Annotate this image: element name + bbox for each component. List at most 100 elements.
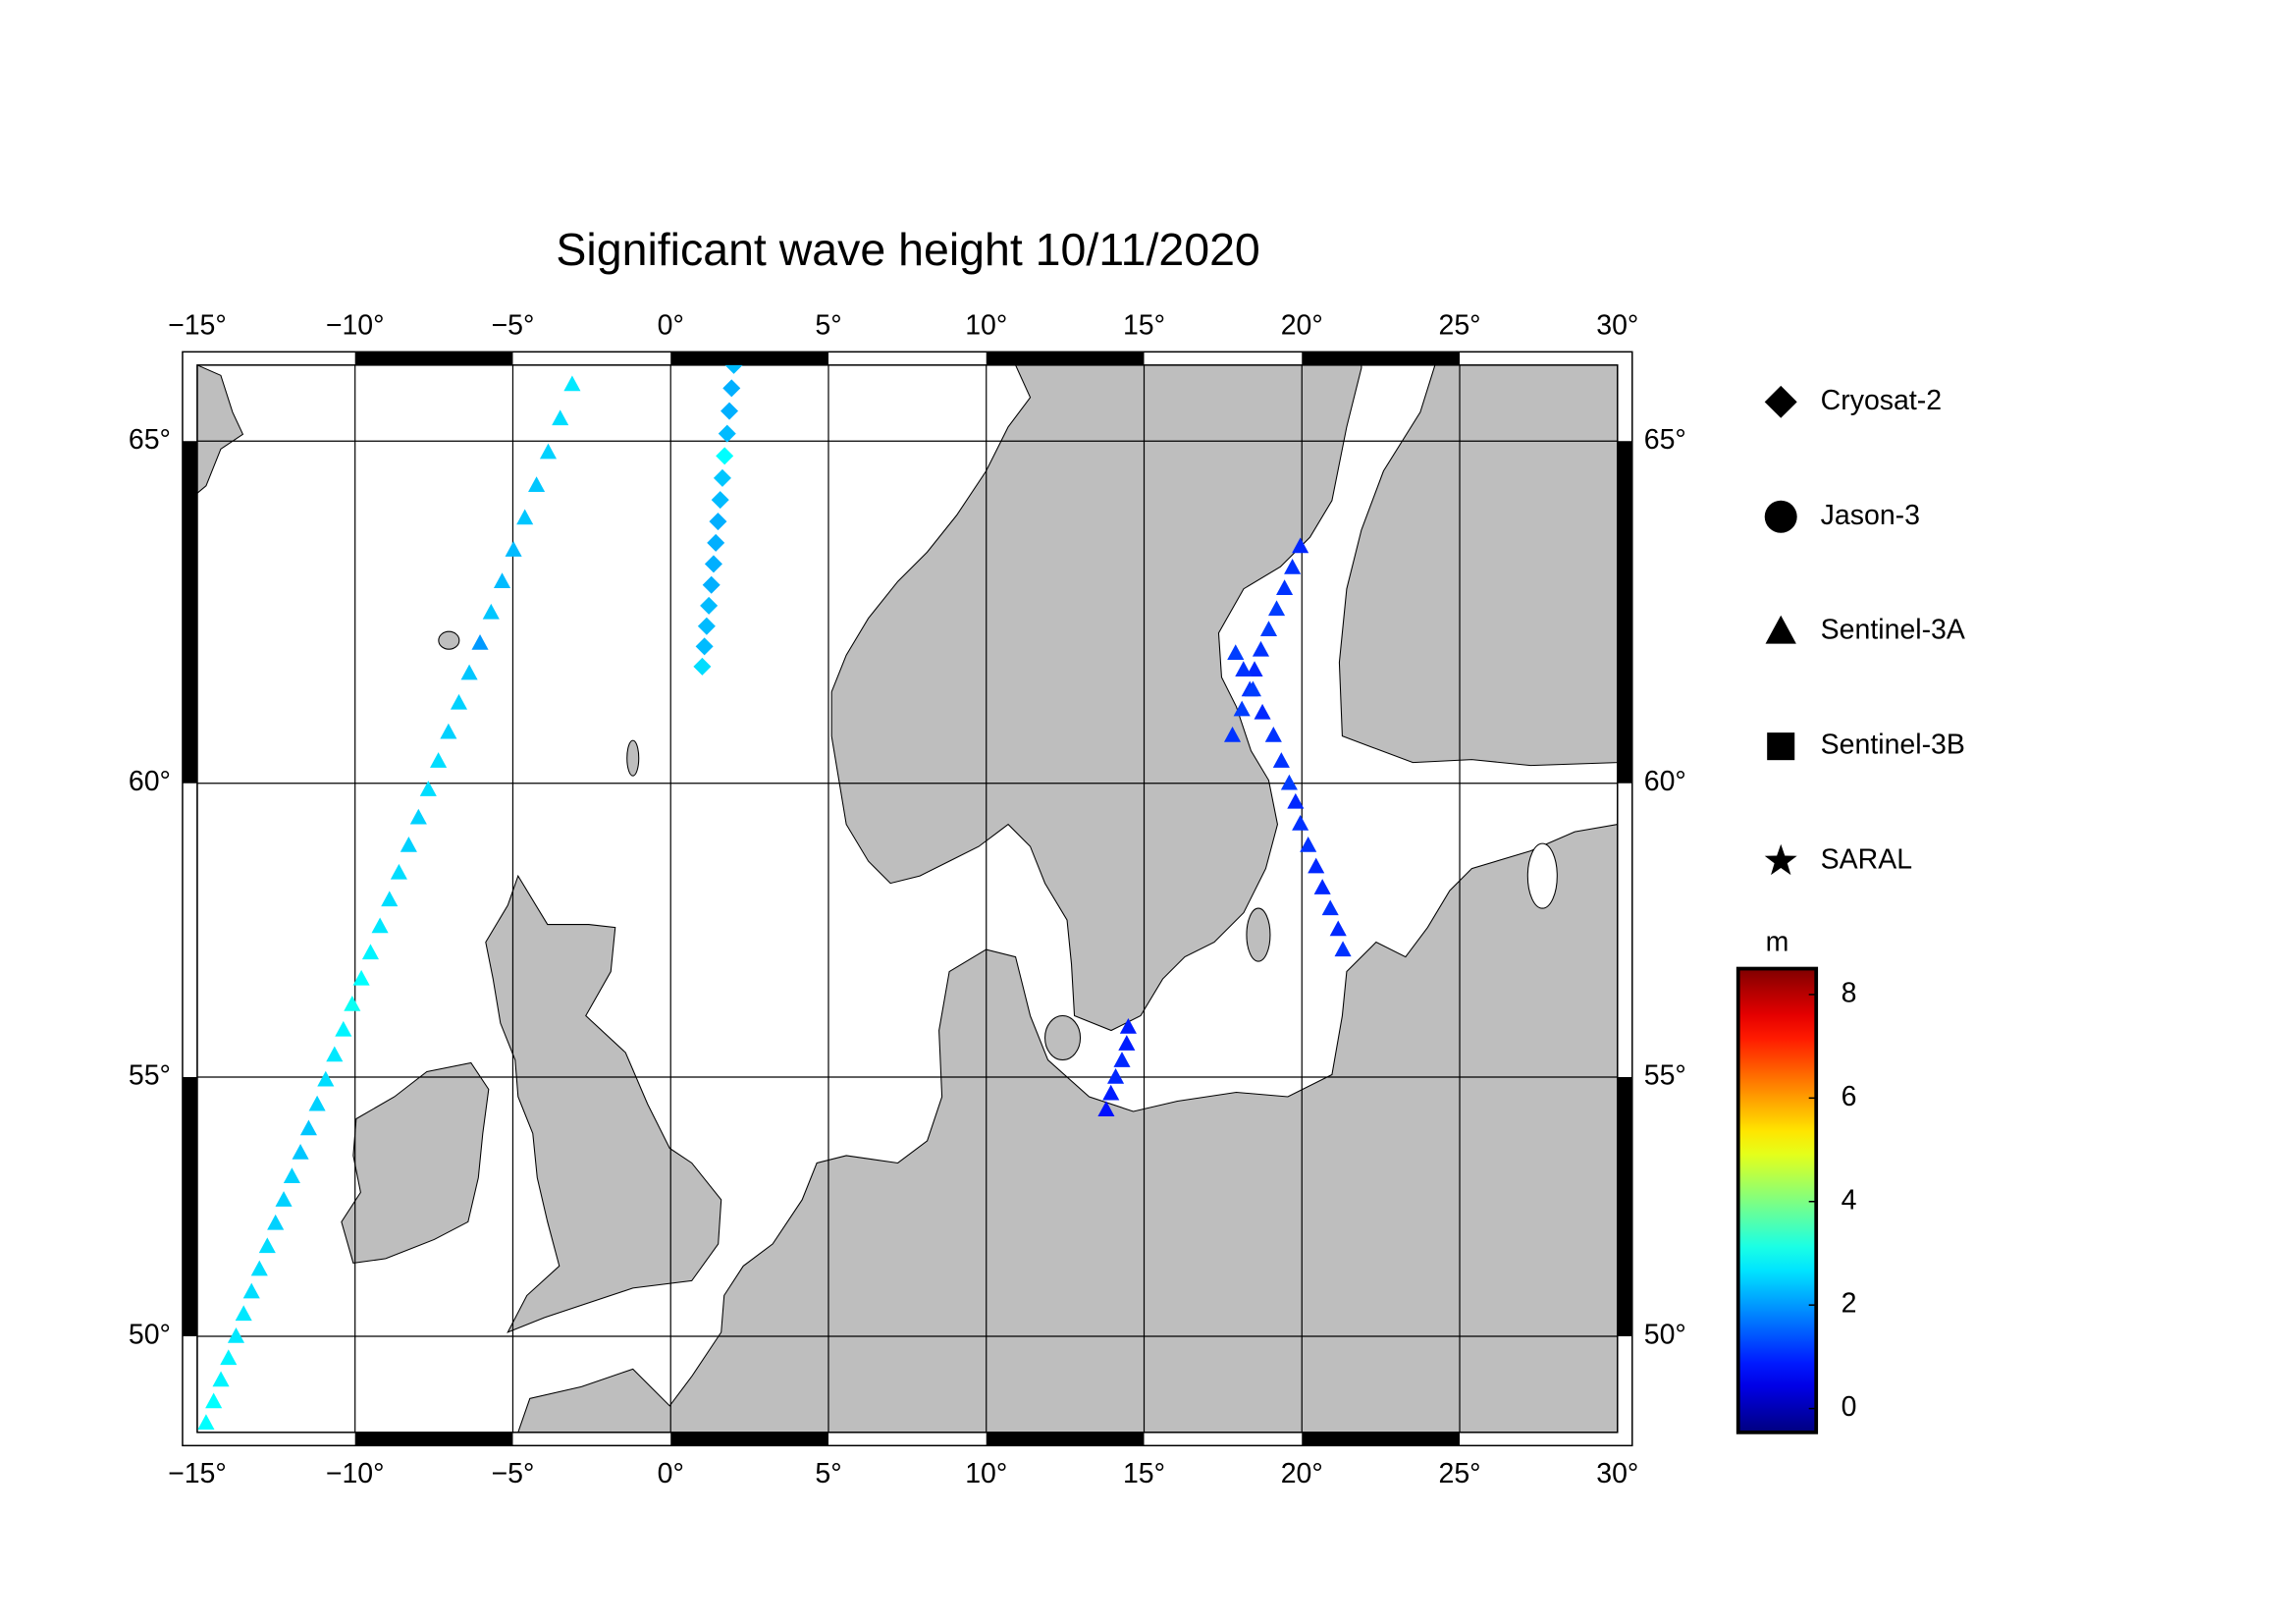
colorbar-tick-label: 0	[1842, 1391, 1857, 1423]
data-point	[702, 575, 721, 594]
data-point	[1308, 857, 1325, 874]
frame-outer	[182, 351, 1633, 1447]
data-point	[1254, 703, 1271, 720]
legend-label: SARAL	[1821, 844, 1912, 876]
x-tick-label-top: 10°	[965, 309, 1007, 341]
x-tick-label-bottom: −5°	[492, 1458, 535, 1489]
x-tick-label-top: 25°	[1438, 309, 1480, 341]
data-point	[704, 555, 722, 573]
data-point	[344, 996, 361, 1011]
legend-label: Jason-3	[1821, 500, 1920, 531]
data-point	[361, 944, 380, 960]
y-tick-label-right: 55°	[1644, 1059, 1686, 1091]
data-point	[326, 1046, 344, 1062]
data-point	[482, 603, 500, 620]
x-tick-label-bottom: 5°	[815, 1458, 841, 1489]
data-point	[227, 1326, 245, 1343]
x-tick-label-top: −10°	[326, 309, 385, 341]
data-point	[440, 723, 457, 739]
x-tick-label-top: 20°	[1281, 309, 1323, 341]
data-point	[335, 1020, 352, 1037]
data-point	[267, 1214, 285, 1230]
colorbar-tick-label: 4	[1842, 1184, 1857, 1216]
data-point	[299, 1119, 317, 1136]
x-tick-label-top: 15°	[1123, 309, 1165, 341]
data-point	[1102, 1084, 1120, 1101]
data-point	[419, 781, 437, 796]
frame-band	[670, 352, 828, 365]
x-tick-label-bottom: 25°	[1438, 1458, 1480, 1489]
land-finland	[1338, 364, 1618, 767]
data-point	[1119, 1018, 1137, 1034]
data-point	[718, 424, 736, 443]
data-point	[563, 375, 581, 392]
land-lake	[1526, 842, 1558, 909]
land-scandinavia	[830, 364, 1362, 1032]
land-britain	[485, 874, 722, 1333]
land-zealand	[1044, 1015, 1082, 1061]
data-point	[695, 637, 714, 656]
data-point	[516, 509, 534, 525]
x-tick-label-bottom: 20°	[1281, 1458, 1323, 1489]
data-point	[220, 1349, 238, 1366]
x-tick-label-top: 30°	[1596, 309, 1638, 341]
legend-label: Sentinel-3A	[1821, 615, 1965, 646]
data-point	[505, 541, 522, 557]
data-point	[1233, 700, 1251, 717]
data-point	[1118, 1035, 1136, 1051]
data-point	[1284, 559, 1302, 574]
frame-band	[182, 1076, 197, 1336]
data-point	[1292, 537, 1309, 554]
data-point	[308, 1095, 326, 1111]
data-point	[722, 379, 741, 398]
data-point	[539, 443, 558, 460]
data-point	[693, 657, 712, 676]
colorbar-tick-label: 6	[1842, 1081, 1857, 1112]
data-point	[471, 633, 489, 650]
data-point	[1097, 1101, 1115, 1117]
y-tick-label-right: 50°	[1644, 1319, 1686, 1350]
x-tick-label-bottom: 15°	[1123, 1458, 1165, 1489]
data-point	[460, 664, 478, 680]
data-point	[235, 1305, 252, 1322]
y-tick-label-right: 65°	[1644, 424, 1686, 456]
data-point	[1280, 774, 1298, 790]
legend-marker	[1764, 385, 1797, 418]
x-tick-label-top: 0°	[658, 309, 684, 341]
y-tick-label-left: 60°	[129, 766, 171, 797]
frame-band	[1302, 1432, 1461, 1446]
frame-band	[1617, 1076, 1632, 1336]
data-point	[250, 1260, 268, 1276]
data-point	[390, 863, 407, 880]
data-point	[197, 1414, 215, 1430]
y-tick-label-left: 65°	[129, 424, 171, 456]
data-point	[707, 533, 725, 552]
data-point	[1321, 899, 1339, 916]
data-point	[258, 1237, 276, 1254]
data-point	[371, 917, 389, 934]
data-point	[716, 447, 734, 465]
data-point	[709, 513, 727, 531]
data-point	[1235, 661, 1253, 677]
y-tick-label-left: 55°	[129, 1059, 171, 1091]
x-tick-label-bottom: 10°	[965, 1458, 1007, 1489]
data-point	[1107, 1067, 1125, 1084]
data-point	[1264, 727, 1282, 742]
data-point	[528, 476, 546, 493]
data-point	[713, 468, 731, 487]
land-iceland	[196, 364, 244, 494]
data-point	[700, 596, 719, 615]
frame-band	[182, 441, 197, 784]
data-point	[1272, 752, 1290, 768]
data-point	[292, 1143, 309, 1160]
frame-band	[354, 1432, 513, 1446]
frame-band	[986, 352, 1145, 365]
data-point	[317, 1070, 335, 1087]
data-point	[1227, 644, 1245, 661]
x-tick-label-bottom: 0°	[658, 1458, 684, 1489]
data-point	[1334, 941, 1352, 957]
x-tick-label-top: −15°	[168, 309, 227, 341]
legend-marker	[1767, 732, 1795, 761]
land	[196, 364, 1618, 1433]
land-ireland	[341, 1061, 490, 1264]
